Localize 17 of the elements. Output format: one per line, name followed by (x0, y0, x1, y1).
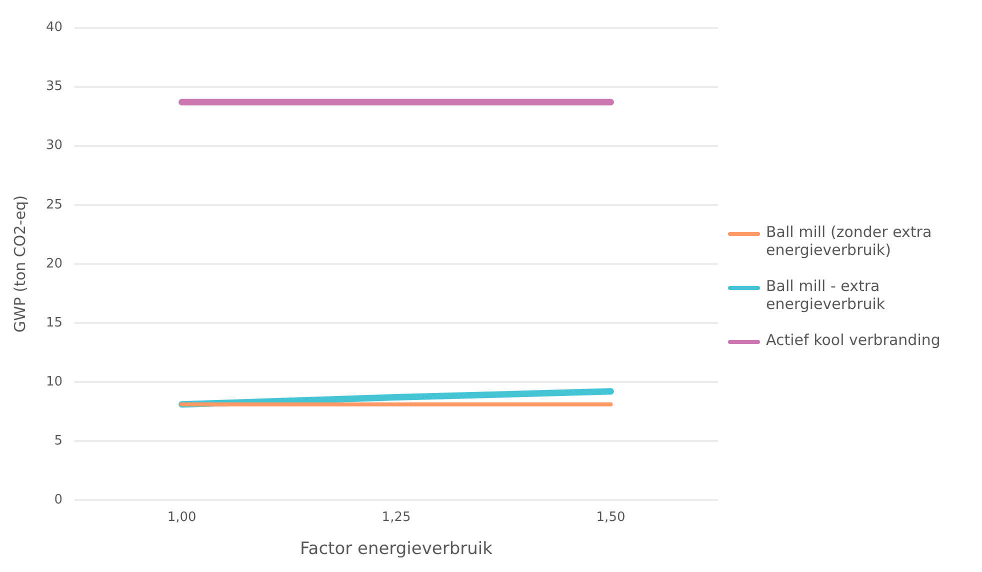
y-axis-title: GWP (ton CO2-eq) (10, 195, 29, 333)
y-tick-label: 30 (46, 138, 63, 154)
y-tick-label: 35 (46, 79, 63, 94)
y-tick-label: 20 (46, 256, 63, 272)
legend-label: Ball mill (zonder extra energieverbruik) (766, 223, 933, 259)
y-tick-label: 0 (54, 492, 63, 508)
y-tick-label: 25 (46, 197, 63, 212)
y-tick-label: 5 (54, 433, 63, 448)
y-tick-label: 15 (46, 315, 63, 330)
x-tick-label: 1,50 (596, 510, 626, 526)
legend-label: Actief kool verbranding (766, 331, 940, 349)
legend-label: Ball mill - extra energieverbruik (766, 277, 886, 313)
x-axis-title: Factor energieverbruik (300, 539, 493, 560)
x-tick-label: 1,25 (382, 510, 411, 526)
y-tick-label: 10 (46, 374, 63, 390)
x-tick-label: 1,00 (167, 510, 196, 526)
y-tick-label: 40 (46, 20, 63, 36)
